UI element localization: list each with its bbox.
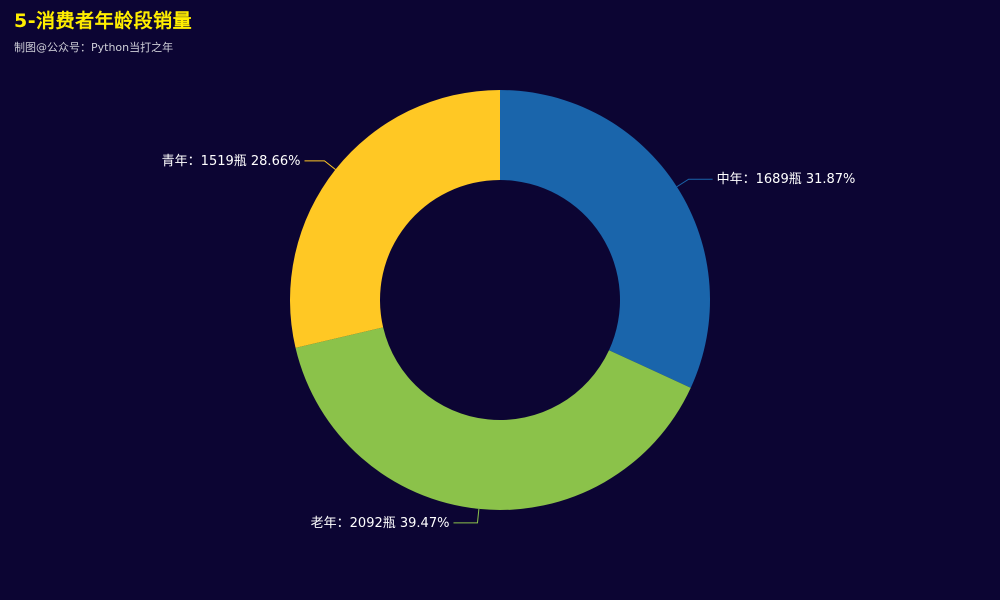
leader-line-2 bbox=[304, 160, 336, 170]
donut-slice-2[interactable] bbox=[290, 90, 500, 348]
donut-slice-0[interactable] bbox=[500, 90, 710, 388]
label-leader-lines bbox=[304, 160, 713, 524]
leader-line-1 bbox=[453, 508, 480, 524]
slice-labels: 中年：1689瓶 31.87% 老年：2092瓶 39.47% 青年：1519瓶 2… bbox=[162, 154, 856, 531]
donut-slices bbox=[290, 90, 710, 511]
slice-label-1: 老年：2092瓶 39.47% bbox=[311, 516, 450, 531]
leader-line-0 bbox=[676, 178, 713, 188]
chart-title: 5-消费者年龄段销量 bbox=[14, 10, 193, 32]
slice-label-0: 中年：1689瓶 31.87% bbox=[717, 172, 856, 187]
donut-slice-1[interactable] bbox=[295, 327, 691, 511]
chart-subtitle: 制图@公众号：Python当打之年 bbox=[14, 41, 174, 54]
slice-label-2: 青年：1519瓶 28.66% bbox=[162, 154, 301, 169]
